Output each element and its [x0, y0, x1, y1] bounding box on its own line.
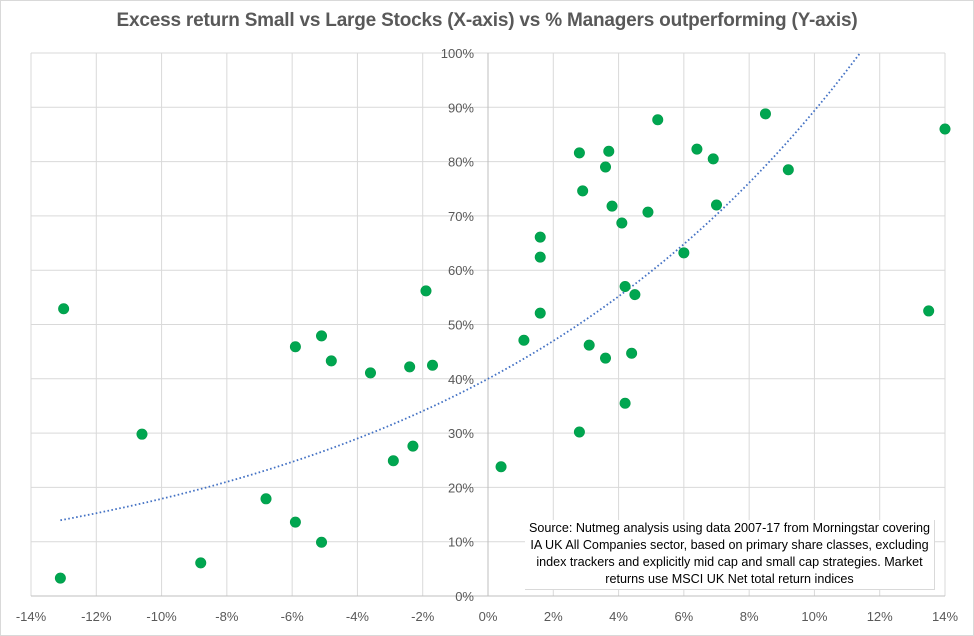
- data-point: [629, 289, 641, 301]
- x-tick-label: 12%: [867, 609, 893, 624]
- data-point: [534, 231, 546, 243]
- data-point: [364, 367, 376, 379]
- data-point: [619, 397, 631, 409]
- data-point: [316, 536, 328, 548]
- x-tick-label: 6%: [674, 609, 693, 624]
- data-point: [573, 147, 585, 159]
- data-point: [404, 361, 416, 373]
- x-tick-label: -4%: [346, 609, 370, 624]
- data-point: [600, 161, 612, 173]
- data-point: [316, 330, 328, 342]
- data-point: [691, 143, 703, 155]
- data-point: [619, 280, 631, 292]
- data-point: [427, 359, 439, 371]
- data-point: [495, 461, 507, 473]
- data-point: [58, 303, 70, 315]
- data-point: [626, 347, 638, 359]
- data-point: [534, 307, 546, 319]
- x-tick-label: -12%: [81, 609, 112, 624]
- y-tick-label: 50%: [448, 318, 474, 333]
- data-point: [420, 285, 432, 297]
- y-tick-label: 20%: [448, 480, 474, 495]
- data-point: [407, 440, 419, 452]
- y-tick-label: 0%: [455, 589, 474, 604]
- y-tick-label: 30%: [448, 426, 474, 441]
- x-tick-label: -8%: [215, 609, 239, 624]
- source-annotation: Source: Nutmeg analysis using data 2007-…: [525, 520, 935, 590]
- x-tick-label: 4%: [609, 609, 628, 624]
- data-point: [710, 199, 722, 211]
- data-point: [534, 251, 546, 263]
- horizontal-gridlines: [31, 52, 945, 597]
- data-point: [642, 206, 654, 218]
- x-tick-label: -2%: [411, 609, 435, 624]
- data-point: [939, 123, 951, 135]
- x-tick-label: 8%: [740, 609, 759, 624]
- data-point: [518, 334, 530, 346]
- y-tick-label: 90%: [448, 100, 474, 115]
- x-tick-label: 14%: [932, 609, 958, 624]
- data-point: [577, 185, 589, 197]
- x-tick-label: -14%: [16, 609, 47, 624]
- data-point: [652, 114, 664, 126]
- x-tick-label: 10%: [801, 609, 827, 624]
- data-point: [195, 557, 207, 569]
- data-point: [289, 341, 301, 353]
- x-tick-label: 0%: [479, 609, 498, 624]
- y-tick-label: 60%: [448, 263, 474, 278]
- y-tick-label: 70%: [448, 209, 474, 224]
- data-point: [603, 145, 615, 157]
- y-axis-tick-labels: 0% 10% 20% 30% 40% 50% 60% 70% 80% 90% 100%: [441, 46, 475, 604]
- data-points: [54, 108, 951, 584]
- data-point: [678, 247, 690, 259]
- data-point: [707, 153, 719, 165]
- x-tick-label: 2%: [544, 609, 563, 624]
- trendline-group: [60, 52, 861, 522]
- data-point: [600, 352, 612, 364]
- data-point: [583, 339, 595, 351]
- data-point: [606, 200, 618, 212]
- x-axis-tick-labels: -14% -12% -10% -8% -6% -4% -2% 0% 2% 4% 6% 8% 10% 12%…: [16, 609, 959, 624]
- data-point: [387, 455, 399, 467]
- x-tick-label: -10%: [146, 609, 177, 624]
- data-point: [759, 108, 771, 120]
- data-point: [616, 217, 628, 229]
- x-tick-label: -6%: [281, 609, 305, 624]
- data-point: [260, 493, 272, 505]
- data-point: [782, 164, 794, 176]
- data-point: [325, 355, 337, 367]
- data-point: [289, 516, 301, 528]
- chart-title: Excess return Small vs Large Stocks (X-a…: [116, 10, 858, 31]
- data-point: [54, 572, 66, 584]
- data-point: [923, 305, 935, 317]
- y-tick-label: 10%: [448, 535, 474, 550]
- data-point: [573, 426, 585, 438]
- exponential-trendline: [60, 52, 861, 522]
- data-point: [136, 428, 148, 440]
- y-tick-label: 80%: [448, 155, 474, 170]
- y-tick-label: 100%: [441, 46, 475, 61]
- y-tick-label: 40%: [448, 372, 474, 387]
